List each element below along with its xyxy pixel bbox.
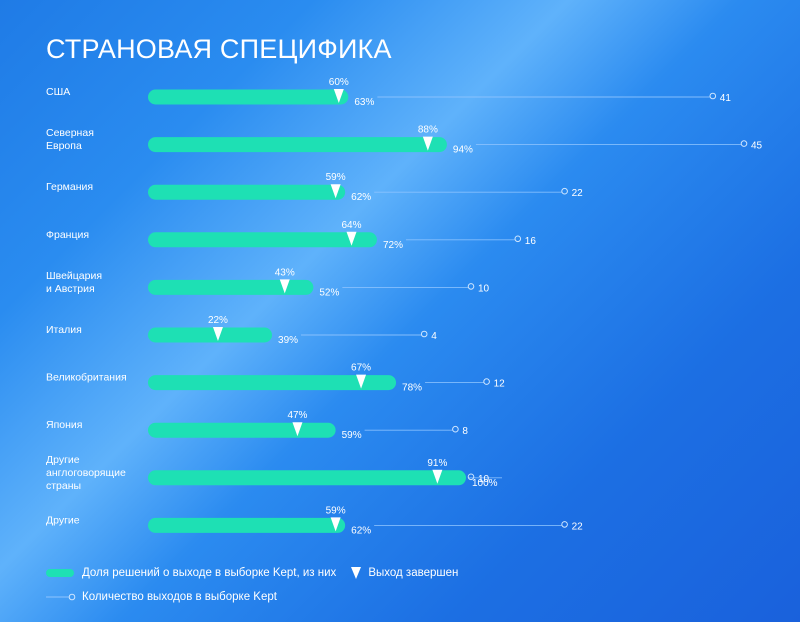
share-label: 72%: [383, 240, 403, 251]
count-label: 4: [431, 331, 437, 342]
legend-marker-icon: [351, 567, 362, 579]
share-label: 100%: [472, 478, 498, 489]
category-label: Великобритания: [46, 372, 127, 384]
share-bar: [148, 232, 377, 248]
count-point: [467, 473, 475, 481]
count-point: [483, 378, 490, 385]
completed-label: 88%: [418, 125, 438, 136]
count-point: [561, 521, 568, 528]
category-label: Италия: [46, 324, 82, 336]
legend-bar-swatch: [46, 569, 74, 577]
completed-label: 67%: [351, 363, 371, 374]
category-label: Другие: [46, 514, 80, 526]
category-label: США: [46, 86, 70, 98]
category-label: Швейцария и Австрия: [46, 270, 102, 295]
category-label: Северная Европа: [46, 127, 94, 152]
share-bar: [148, 422, 336, 438]
completed-marker: [292, 422, 303, 437]
completed-marker: [432, 469, 443, 484]
count-point: [514, 235, 522, 243]
count-label: 8: [462, 426, 468, 437]
share-bar: [148, 517, 346, 533]
category-label: Другие англоговорящие страны: [46, 454, 126, 492]
completed-marker: [346, 231, 357, 246]
completed-label: 91%: [427, 458, 447, 469]
share-label: 52%: [319, 287, 339, 298]
share-label: 62%: [351, 525, 371, 536]
share-bar: [148, 375, 397, 391]
count-label: 16: [525, 236, 537, 247]
share-bar: [148, 184, 346, 200]
share-label: 78%: [402, 383, 422, 394]
share-label: 39%: [278, 335, 298, 346]
count-label: 22: [572, 521, 584, 532]
count-point: [467, 283, 475, 290]
share-bar: [148, 89, 349, 105]
completed-marker: [212, 327, 223, 341]
share-bar: [148, 279, 314, 295]
share-label: 63%: [354, 97, 374, 108]
legend-line-label: Количество выходов в выборке Kept: [82, 591, 277, 603]
completed-label: 43%: [275, 267, 295, 278]
count-point: [452, 425, 459, 433]
count-point: [740, 140, 748, 147]
completed-marker: [279, 279, 290, 294]
legend-bar-label: Доля решений о выходе в выборке Kept, из…: [82, 567, 337, 579]
completed-marker: [356, 374, 367, 389]
chart-title: СТРАНОВАЯ СПЕЦИФИКА: [46, 34, 392, 64]
completed-label: 59%: [326, 505, 346, 516]
completed-marker: [422, 136, 433, 151]
chart-canvas: США 63% 41 60% Северная Европа 94% 45 88% Германи…: [46, 77, 763, 536]
completed-label: 22%: [208, 315, 228, 326]
count-label: 12: [494, 379, 506, 390]
legend-row-bar: Доля решений о выходе в выборке Kept, из…: [46, 566, 458, 580]
completed-marker: [330, 184, 341, 199]
completed-marker: [333, 89, 344, 103]
share-bar: [148, 137, 447, 153]
count-point: [709, 92, 717, 100]
share-bar: [148, 327, 273, 343]
completed-label: 47%: [287, 410, 307, 421]
category-label: Франция: [46, 229, 89, 241]
share-bar: [148, 470, 466, 486]
legend-marker-label: Выход завершен: [368, 567, 459, 579]
legend-row-line: Количество выходов в выборке Kept: [46, 591, 277, 603]
completed-label: 60%: [329, 77, 349, 88]
count-label: 10: [478, 474, 490, 485]
category-label: Германия: [46, 181, 93, 193]
share-label: 94%: [453, 145, 473, 156]
count-label: 22: [572, 188, 584, 199]
count-point: [561, 187, 568, 195]
completed-label: 59%: [326, 172, 346, 183]
count-point: [420, 330, 428, 338]
share-label: 62%: [351, 192, 371, 203]
completed-marker: [330, 517, 341, 532]
count-label: 10: [478, 283, 490, 294]
legend-line-icon: [46, 593, 76, 601]
count-label: 41: [720, 93, 732, 104]
share-label: 59%: [342, 430, 362, 441]
count-label: 45: [751, 141, 763, 152]
category-label: Япония: [46, 419, 82, 431]
completed-label: 64%: [342, 220, 362, 231]
